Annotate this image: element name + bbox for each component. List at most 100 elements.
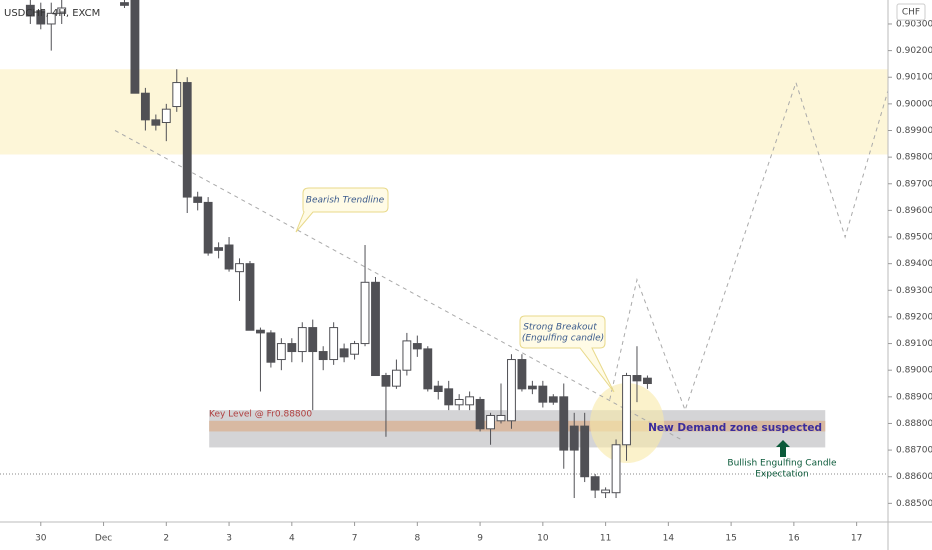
up-arrow [776, 440, 790, 457]
lines [0, 80, 888, 475]
currency: CHF [902, 8, 920, 18]
key-level-label: Key Level @ Fr0.88800 [209, 410, 312, 420]
candle-body [360, 281, 370, 345]
callout-box [519, 315, 615, 393]
y-tick-label: 0.88600 [896, 472, 932, 482]
candle-body [433, 385, 443, 392]
candle-body [423, 348, 433, 390]
candle-body [548, 396, 558, 403]
projection [609, 80, 888, 412]
y-tick-label: 0.89500 [896, 233, 932, 243]
candle-body [256, 329, 265, 334]
zones [0, 69, 888, 448]
candle-body [203, 201, 213, 254]
y-tick-label: 0.89700 [896, 179, 932, 189]
y-tick-label: 0.90000 [896, 99, 932, 109]
candle-body [371, 281, 380, 377]
candle-body [527, 385, 537, 390]
y-tick-label: 0.89800 [896, 153, 932, 163]
chart-title: USDCHF, 4H, EXCM [4, 8, 100, 19]
candle-body [622, 375, 631, 446]
candle-body [308, 327, 318, 353]
y-tick-label: 0.89300 [896, 286, 932, 296]
candle-body [235, 263, 244, 273]
candle-body [350, 343, 359, 355]
callout-box [295, 187, 389, 233]
candle-body [632, 375, 642, 382]
candle-body [643, 377, 652, 385]
candle-body [297, 327, 307, 353]
candle-body [224, 244, 234, 270]
candle-body [140, 92, 150, 121]
x-tick-label: 14 [663, 534, 675, 544]
candle-body [402, 340, 412, 371]
y-tick-label: 0.89900 [896, 126, 932, 136]
candle-body [611, 444, 621, 494]
y-tick-label: 0.89000 [896, 366, 932, 376]
candle-body [245, 263, 255, 331]
y-tick-label: 0.88900 [896, 392, 932, 402]
x-tick-label: 11 [600, 534, 611, 544]
candle-body [454, 398, 464, 406]
callout-text: Bearish Trendline [306, 196, 385, 206]
x-tick-label: 3 [226, 534, 232, 544]
y-tick-label: 0.89600 [896, 206, 932, 216]
x-tick-label: 16 [788, 534, 800, 544]
candle-body [182, 82, 192, 198]
expectation-text: Bullish Engulfing Candle [727, 459, 837, 469]
candle-body [266, 332, 276, 363]
x-tick-label: 8 [414, 534, 420, 544]
zone-label: New Demand zone suspected [648, 422, 822, 434]
candle-body [444, 388, 454, 406]
callout-text: Strong Breakout [523, 323, 597, 333]
candles [25, 0, 652, 499]
candle-body [318, 351, 328, 361]
expectation-text: Expectation [755, 470, 809, 480]
candle-body [36, 10, 46, 25]
candle-body [151, 119, 161, 126]
candle-body [412, 343, 422, 350]
zone [209, 420, 826, 432]
axes: 0.88500 0.88600 0.88700 0.88800 0.88900 0.890… [35, 19, 932, 543]
candle-body [130, 0, 140, 94]
candle-body [580, 425, 590, 478]
candle-body [276, 343, 286, 361]
y-tick-label: 0.90200 [896, 46, 932, 56]
candle-body [287, 343, 297, 353]
candle-body [57, 7, 67, 14]
x-tick-label: 10 [537, 534, 549, 544]
trendline [114, 130, 682, 440]
candle-body [486, 414, 495, 430]
candle-body [559, 396, 569, 451]
candle-body [339, 348, 349, 358]
candle-body [193, 196, 203, 203]
x-tick-label: 7 [352, 534, 358, 544]
y-tick-label: 0.89400 [896, 259, 932, 269]
candle-body [381, 375, 391, 387]
candle-body [517, 359, 527, 390]
candle-body [569, 425, 579, 451]
candle-body [161, 108, 171, 124]
y-tick-label: 0.88500 [896, 499, 932, 509]
x-tick-label: 2 [163, 534, 169, 544]
x-tick-label: 15 [725, 534, 736, 544]
y-tick-label: 0.90100 [896, 73, 932, 83]
candle-body [120, 2, 129, 6]
y-tick-label: 0.88800 [896, 419, 932, 429]
candle-body [172, 82, 182, 108]
y-tick-label: 0.88700 [896, 446, 932, 456]
y-tick-label: 0.89100 [896, 339, 932, 349]
candle-body [25, 4, 35, 17]
currency-box [896, 3, 926, 21]
x-tick-label: 4 [289, 534, 295, 544]
candle-body [538, 385, 548, 403]
y-tick-label: 0.90300 [896, 19, 932, 29]
candle-body [475, 398, 485, 430]
x-tick-label: Dec [95, 534, 112, 544]
x-tick-label: 9 [477, 534, 483, 544]
candle-body [465, 396, 475, 406]
candle-body [496, 414, 506, 422]
candle-body [601, 489, 611, 494]
candle-body [391, 369, 401, 387]
